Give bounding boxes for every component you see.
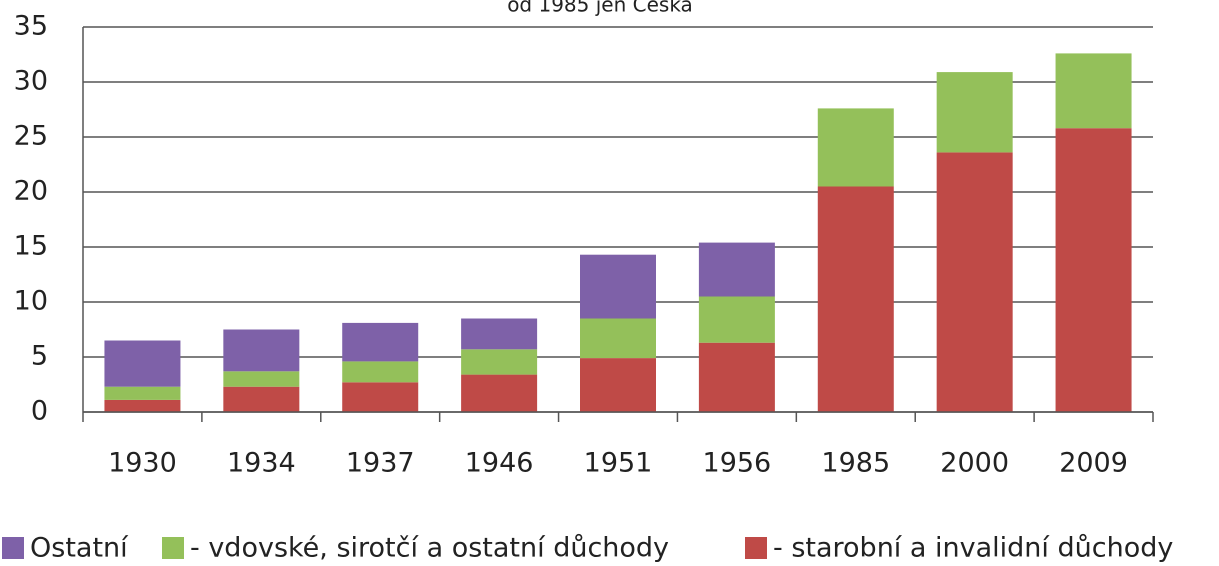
y-tick-label: 35 [14,11,48,42]
bar-segment [342,322,419,362]
x-tick-label: 1985 [821,448,890,479]
bar-segment [698,342,775,412]
y-tick-label: 0 [31,396,48,427]
bar-segment [580,358,656,412]
bar-segment [698,242,775,297]
x-tick-label: 2000 [940,448,1009,479]
bar-segment [580,254,656,319]
bar-segment [1055,128,1132,412]
x-tick-label: 1934 [227,448,296,479]
legend-label: Ostatní [30,533,129,564]
legend-swatch [162,537,184,559]
x-tick-label: 2009 [1059,448,1128,479]
bar-segment [461,318,538,350]
bar-segment [1055,53,1132,129]
bar-segment [342,382,419,412]
y-tick-label: 30 [14,66,48,97]
y-tick-label: 5 [31,341,48,372]
legend-swatch [745,537,767,559]
y-tick-label: 20 [14,176,48,207]
chart-title: od 1985 jen Česká [507,0,693,17]
bar-segment [223,329,300,372]
y-tick-label: 15 [14,231,48,262]
bar-segment [104,386,181,400]
x-tick-label: 1956 [703,448,772,479]
legend-label: - starobní a invalidní důchody [773,533,1173,564]
x-tick-label: 1937 [346,448,415,479]
bar-segment [817,186,894,412]
x-tick-label: 1930 [108,448,177,479]
y-tick-label: 25 [14,121,48,152]
bar-segment [223,371,300,387]
bar-segment [936,152,1013,412]
legend-swatch [2,537,24,559]
bar-segment [580,318,656,359]
x-tick-label: 1946 [465,448,534,479]
bar-segment [817,108,894,187]
y-tick-label: 10 [14,286,48,317]
bar-segment [342,361,419,383]
bar-segment [461,349,538,375]
bar-segment [936,72,1013,153]
bar-segment [104,340,181,387]
x-tick-label: 1951 [584,448,653,479]
bar-segment [223,386,300,412]
bar-segment [698,296,775,343]
bar-segment [461,374,538,412]
legend-label: - vdovské, sirotčí a ostatní důchody [190,533,669,564]
bar-segment [104,399,181,412]
